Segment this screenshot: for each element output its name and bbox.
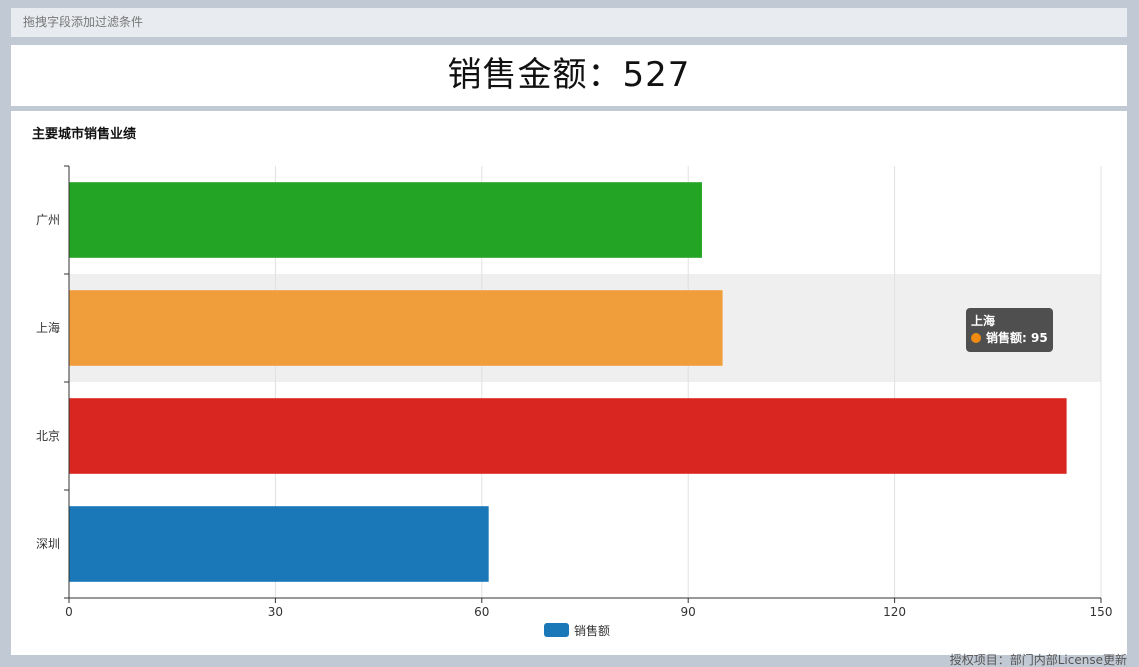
x-tick-label: 120: [883, 605, 906, 619]
chart-tooltip: 上海 销售额: 95: [966, 308, 1053, 352]
filter-placeholder: 拖拽字段添加过滤条件: [23, 15, 144, 29]
filter-drop-zone[interactable]: 拖拽字段添加过滤条件: [11, 8, 1127, 37]
chart-title: 主要城市销售业绩: [32, 127, 137, 142]
legend-swatch[interactable]: [544, 623, 569, 637]
x-tick-label: 150: [1090, 605, 1113, 619]
x-tick-label: 60: [474, 605, 489, 619]
kpi-sales-amount: 销售金额：527: [447, 55, 691, 95]
bar-北京: [69, 398, 1067, 474]
y-tick-label: 上海: [36, 320, 60, 335]
y-tick-label: 广州: [36, 213, 60, 227]
tooltip-value-row: 销售额: 95: [971, 330, 1048, 347]
x-tick-label: 30: [268, 605, 283, 619]
chart-panel: 主要城市销售业绩 深圳 北京 上海 广州 0 30 60 90 120 150 销售额 上海 销售额…: [11, 111, 1127, 655]
bar-上海: [69, 290, 723, 366]
bar-广州: [69, 182, 702, 258]
bar-深圳: [69, 506, 489, 582]
tooltip-city: 上海: [971, 314, 996, 328]
series-dot-icon: [971, 333, 981, 343]
y-tick-label: 深圳: [36, 537, 60, 551]
legend-label: 销售额: [574, 623, 610, 638]
kpi-panel: 销售金额：527: [11, 45, 1127, 106]
x-tick-label: 0: [65, 605, 73, 619]
tooltip-value: 销售额: 95: [986, 331, 1048, 345]
y-tick-label: 北京: [36, 429, 60, 443]
bar-chart[interactable]: 深圳 北京 上海 广州 0 30 60 90 120 150 销售额: [11, 111, 1127, 655]
license-note: 授权项目：部门内部License更新: [949, 653, 1127, 667]
x-tick-label: 90: [681, 605, 696, 619]
